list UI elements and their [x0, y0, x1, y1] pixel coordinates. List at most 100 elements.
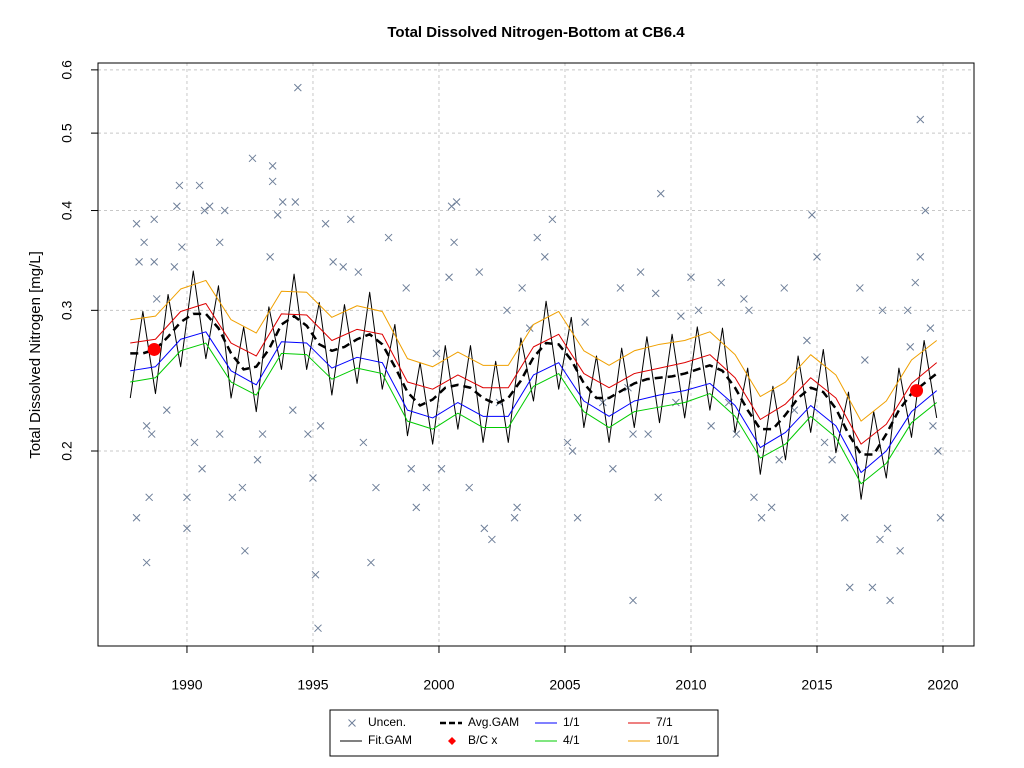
data-point — [820, 438, 829, 447]
data-point — [568, 447, 577, 455]
data-point — [828, 455, 836, 464]
data-point — [339, 263, 348, 271]
data-point — [707, 422, 716, 430]
y-tick-label: 0.5 — [59, 123, 75, 143]
data-point — [651, 289, 660, 298]
data-point — [775, 455, 784, 464]
legend-box — [329, 709, 719, 757]
data-point — [190, 438, 199, 447]
data-point — [215, 430, 224, 438]
y-tick-label: 0.6 — [59, 60, 75, 80]
data-point — [717, 278, 726, 287]
series-line — [130, 342, 938, 485]
data-point — [510, 513, 519, 522]
data-point — [402, 284, 411, 292]
data-point — [268, 177, 277, 186]
data-point — [220, 206, 229, 215]
data-point — [142, 422, 151, 430]
data-point — [644, 430, 652, 438]
data-point — [215, 238, 224, 247]
data-point — [629, 596, 637, 605]
data-point — [581, 318, 589, 326]
data-point — [205, 202, 214, 211]
data-point — [488, 535, 496, 544]
data-point — [273, 211, 282, 219]
legend-label: B/C x — [468, 733, 497, 747]
legend-label: Fit.GAM — [368, 733, 412, 747]
data-point — [740, 295, 748, 303]
y-tick-label: 0.4 — [59, 201, 75, 221]
data-point — [238, 483, 247, 492]
data-point — [757, 513, 766, 522]
data-point — [503, 306, 511, 315]
data-point — [548, 215, 557, 224]
data-point — [407, 464, 416, 473]
data-point — [316, 422, 325, 430]
data-point — [329, 257, 337, 266]
x-tick-label: 2020 — [927, 677, 958, 693]
data-point — [732, 430, 741, 438]
data-point — [533, 233, 542, 242]
data-point — [412, 503, 421, 512]
data-point — [241, 546, 249, 555]
series-line — [129, 270, 938, 500]
series-line — [130, 312, 938, 456]
x-tick-label: 2010 — [675, 677, 706, 693]
data-point — [162, 406, 171, 414]
data-point — [616, 284, 625, 292]
data-point — [354, 268, 363, 276]
data-point — [677, 312, 685, 321]
data-point — [140, 238, 148, 247]
data-point — [253, 455, 262, 464]
data-point — [803, 336, 811, 345]
data-point — [195, 181, 204, 190]
data-point — [248, 154, 257, 163]
data-point — [656, 189, 665, 198]
series-line — [130, 331, 938, 473]
data-point — [372, 483, 380, 492]
data-point — [780, 284, 789, 292]
legend-label: 1/1 — [563, 715, 580, 729]
data-point — [183, 493, 191, 502]
x-tick-label: 1990 — [171, 677, 202, 693]
x-tick-label: 2015 — [801, 677, 832, 693]
legend-label: 4/1 — [563, 733, 580, 747]
data-point — [132, 219, 141, 228]
data-point — [609, 464, 617, 473]
data-point — [170, 263, 179, 271]
series-line — [130, 279, 938, 422]
data-point — [150, 215, 159, 224]
data-point — [175, 181, 184, 190]
data-point — [268, 161, 277, 170]
data-point — [480, 524, 489, 533]
data-point — [258, 430, 267, 438]
data-point — [173, 202, 181, 211]
data-point — [309, 474, 317, 482]
data-point — [808, 211, 816, 219]
legend-label: 10/1 — [656, 733, 680, 747]
data-point — [465, 483, 474, 492]
data-point — [813, 253, 821, 261]
plot-frame — [97, 62, 975, 647]
data-point — [906, 343, 915, 351]
data-point — [422, 483, 431, 492]
data-point — [876, 535, 884, 544]
data-point — [840, 513, 849, 522]
data-point — [878, 306, 887, 315]
data-point — [183, 524, 191, 533]
data-point — [540, 253, 549, 261]
data-point — [311, 570, 320, 579]
data-point — [445, 273, 453, 282]
x-tick-label: 2000 — [423, 677, 454, 693]
data-point — [518, 284, 526, 292]
data-point — [868, 583, 877, 592]
data-point — [845, 583, 854, 592]
bc-point — [910, 384, 924, 398]
data-point — [911, 278, 920, 287]
data-point — [629, 430, 637, 438]
data-point — [745, 306, 753, 315]
y-tick-label: 0.2 — [59, 441, 75, 461]
data-point — [452, 198, 461, 206]
